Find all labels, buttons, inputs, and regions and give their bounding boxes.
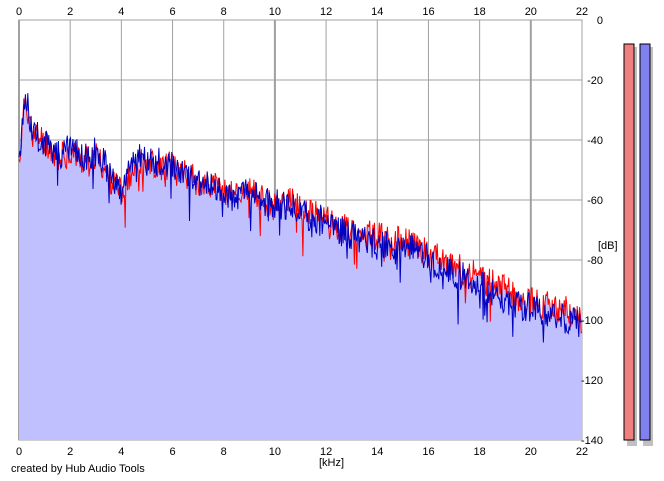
x-tick-label-bottom: 6 [169, 446, 175, 458]
series-line-left [18, 96, 583, 335]
series-line-right [18, 93, 583, 343]
y-tick-label: -80 [587, 255, 603, 267]
spectrum-fill [19, 93, 582, 440]
meter-left [623, 43, 635, 441]
x-tick-label-top: 22 [576, 6, 588, 18]
y-tick-label: 0 [597, 15, 603, 27]
x-tick-label-top: 18 [474, 6, 486, 18]
spectrum-series [18, 93, 583, 440]
x-tick-label-bottom: 14 [371, 446, 383, 458]
x-tick-label-bottom: 20 [525, 446, 537, 458]
x-tick-label-top: 12 [320, 6, 332, 18]
x-tick-label-top: 14 [371, 6, 383, 18]
x-tick-label-bottom: 8 [221, 446, 227, 458]
x-tick-label-top: 6 [169, 6, 175, 18]
y-tick-label: -100 [581, 315, 603, 327]
x-tick-label-bottom: 16 [422, 446, 434, 458]
x-tick-label-bottom: 4 [118, 446, 124, 458]
x-tick-label-top: 20 [525, 6, 537, 18]
x-tick-label-top: 16 [422, 6, 434, 18]
x-tick-label-top: 10 [269, 6, 281, 18]
credit-text: created by Hub Audio Tools [11, 463, 145, 475]
x-tick-label-bottom: 10 [269, 446, 281, 458]
y-tick-label: -120 [581, 375, 603, 387]
x-tick-label-bottom: 2 [67, 446, 73, 458]
x-tick-label-bottom: 18 [474, 446, 486, 458]
meter-right [639, 43, 651, 441]
x-tick-label-top: 2 [67, 6, 73, 18]
x-tick-label-top: 8 [221, 6, 227, 18]
x-tick-label-bottom: 22 [576, 446, 588, 458]
level-meters [623, 43, 653, 446]
x-tick-label-top: 0 [16, 6, 22, 18]
x-tick-label-bottom: 0 [16, 446, 22, 458]
y-tick-label: -40 [587, 135, 603, 147]
x-tick-label-top: 4 [118, 6, 124, 18]
x-tick-label-bottom: 12 [320, 446, 332, 458]
axis-tick-labels: 002244668810101212141416161818202022220-… [16, 6, 603, 458]
x-axis-label: [kHz] [319, 457, 345, 469]
y-tick-label: -60 [587, 195, 603, 207]
y-axis-label: [dB] [598, 240, 618, 252]
y-tick-label: -140 [581, 435, 603, 447]
y-tick-label: -20 [587, 75, 603, 87]
